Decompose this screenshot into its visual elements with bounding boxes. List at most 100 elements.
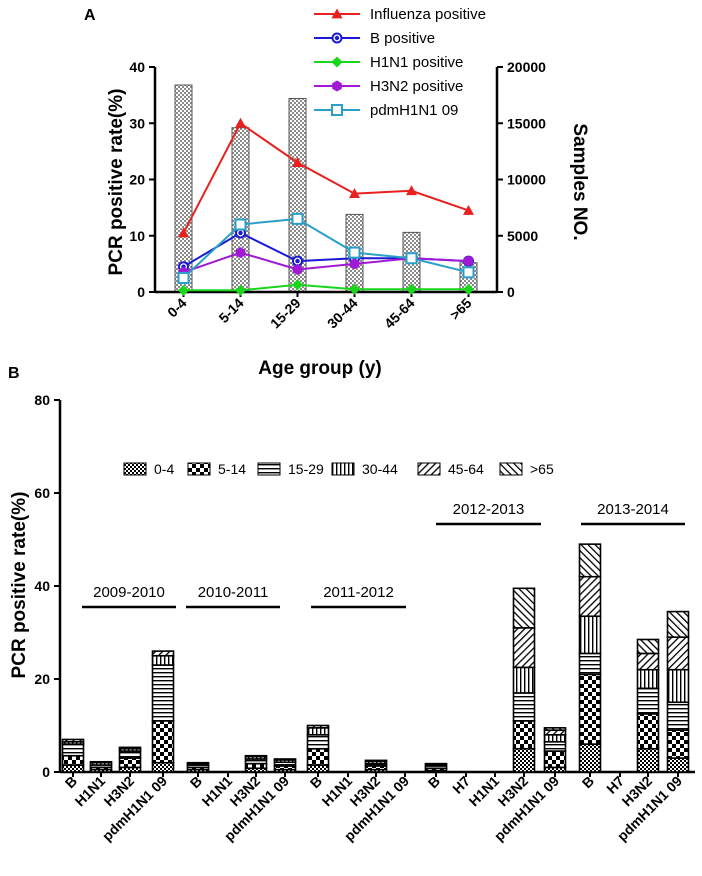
bar-2009-2010-pdmH1N1 09-15-29 [151, 664, 175, 722]
bar-2009-2010-B-15-29 [61, 743, 85, 757]
bar-2009-2010-pdmH1N1 09-0-4 [151, 761, 175, 773]
legend-marker-b-core [334, 35, 340, 41]
b-x-tick-label: B [187, 773, 205, 791]
legend-swatch-15-29 [257, 462, 281, 476]
panel-b-y-axis-title: PCR positive rate(%) [9, 492, 30, 679]
point-pdm-5-14 [234, 218, 247, 231]
bar-2013-2014-pdmH1N1 09->65 [666, 610, 690, 638]
point-h3n2-30-44 [349, 258, 360, 270]
bar-2013-2014-H3N2-45-64 [636, 652, 660, 671]
period-label-2011-2012: 2011-2012 [323, 584, 394, 601]
bar-2013-2014-H3N2->65 [636, 638, 660, 655]
legend-label-5-14: 5-14 [218, 461, 246, 477]
period-label-2009-2010: 2009-2010 [93, 584, 165, 601]
sample-bar-0-4 [174, 84, 193, 293]
series-line-h1n1 [183, 283, 469, 292]
legend-label->65: >65 [530, 461, 554, 477]
bar-2013-2014-pdmH1N1 09-30-44 [666, 668, 690, 704]
legend-marker-h3n2 [332, 80, 342, 92]
point-influenza-5-14 [235, 117, 246, 128]
panel-b-bars [61, 543, 690, 773]
x-tick-label: 0-4 [164, 295, 190, 321]
bar-2012-2013-pdmH1N1 09-30-44 [543, 733, 567, 743]
bar-2010-2011-pdmH1N1 09-45-64 [273, 758, 297, 761]
bar-2013-2014-B-15-29 [578, 652, 602, 676]
point-h3n2-5-14 [235, 247, 246, 259]
bar-2013-2014-H3N2-5-14 [636, 713, 660, 750]
bar-2012-2013-H3N2-45-64 [512, 627, 536, 669]
legend-swatch-5-14 [187, 462, 211, 476]
bar-2013-2014-pdmH1N1 09-45-64 [666, 636, 690, 671]
bar-2009-2010-B-45-64 [61, 738, 85, 743]
bar-2013-2014-B-5-14 [578, 673, 602, 745]
point-influenza-0-4 [178, 227, 189, 238]
bar-2011-2012-B-30-44 [306, 727, 330, 736]
point-h3n2->65 [463, 255, 474, 267]
b-x-tick-label: B [62, 773, 80, 791]
bar-2013-2014-H3N2-15-29 [636, 687, 660, 715]
point-h3n2-15-29 [292, 264, 303, 275]
point-h1n1-5-14 [235, 284, 246, 296]
point-pdm-15-29 [291, 212, 304, 225]
panel-a-y2-axis-title: Samples NO. [569, 123, 590, 240]
panel-a-y-axis-title: PCR positive rate(%) [106, 89, 127, 276]
b-x-tick-label: B [579, 773, 597, 791]
point-h1n1-15-29 [292, 279, 303, 291]
x-tick-label: >65 [447, 295, 475, 323]
legend-swatch->65 [499, 462, 523, 476]
legend-label-pdm: pdmH1N1 09 [370, 102, 458, 119]
point-pdm-30-44 [348, 246, 361, 259]
point-b-15-29-core [295, 258, 300, 264]
legend-label-15-29: 15-29 [288, 461, 324, 477]
bar-2009-2010-pdmH1N1 09-5-14 [151, 720, 175, 764]
bar-2012-2013-H3N2-30-44 [512, 666, 536, 694]
legend-swatch-45-64 [417, 462, 441, 476]
series-line-pdm [182, 217, 469, 279]
y-tick-label: 20 [129, 172, 145, 188]
bar-2009-2010-H3N2-5-14 [118, 757, 142, 769]
bar-2011-2012-B-15-29 [306, 733, 330, 750]
bar-2009-2010-B-5-14 [61, 754, 85, 766]
x-tick-label: 15-29 [267, 295, 304, 332]
period-label-2010-2011: 2010-2011 [198, 584, 269, 601]
bar-2013-2014-pdmH1N1 09-0-4 [666, 757, 690, 773]
b-y-tick-label: 40 [34, 578, 50, 594]
point-h1n1-30-44 [349, 283, 360, 295]
bar-2009-2010-H3N2-45-64 [118, 746, 142, 750]
x-tick-label: 45-64 [381, 295, 418, 332]
y-tick-label: 40 [129, 59, 145, 75]
period-label-2012-2013: 2012-2013 [453, 501, 525, 518]
panel-b-periods: 2009-2010 2010-2011 2011-2012 2012-2013 2013… [82, 501, 685, 609]
x-tick-label: 5-14 [215, 295, 246, 326]
legend-marker-h1n1 [331, 56, 343, 68]
b-x-tick-label: H1N1 [198, 773, 235, 810]
bar-2012-2013-H3N2-15-29 [512, 692, 536, 722]
b-x-tick-label: H1N1 [71, 773, 108, 810]
bar-2012-2013-H3N2->65 [512, 587, 536, 629]
legend-swatch-30-44 [331, 462, 355, 476]
y-tick-label: 0 [137, 284, 145, 300]
b-x-tick-label: B [307, 773, 325, 791]
legend-label-45-64: 45-64 [448, 461, 484, 477]
y2-tick-label: 15000 [507, 115, 546, 131]
b-x-tick-label: B [425, 773, 443, 791]
bar-2012-2013-pdmH1N1 09->65 [543, 727, 567, 731]
panel-a-x-axis-title: Age group (y) [258, 358, 382, 379]
b-y-tick-label: 60 [34, 485, 50, 501]
bar-2010-2011-H3N2-45-64 [244, 754, 268, 758]
point-pdm-45-64 [405, 252, 418, 265]
panel-a-legend: Influenza positive B positive H1N1 positiv… [314, 6, 486, 119]
y2-tick-label: 20000 [507, 59, 546, 75]
bar-2009-2010-pdmH1N1 09-45-64 [151, 650, 175, 657]
bar-2013-2014-pdmH1N1 09-5-14 [666, 729, 690, 759]
legend-label-influenza: Influenza positive [370, 6, 486, 23]
x-tick-label: 30-44 [324, 295, 361, 332]
panel-b-legend: 0-4 5-14 15-29 30-44 45-64 >65 [123, 461, 554, 477]
bar-2012-2013-pdmH1N1 09-15-29 [543, 740, 567, 752]
b-y-tick-label: 0 [42, 764, 50, 780]
bar-2013-2014-H3N2-0-4 [636, 747, 660, 773]
legend-label-30-44: 30-44 [362, 461, 398, 477]
bar-2010-2011-B-45-64 [186, 761, 210, 765]
panel-a-label: A [84, 7, 96, 24]
